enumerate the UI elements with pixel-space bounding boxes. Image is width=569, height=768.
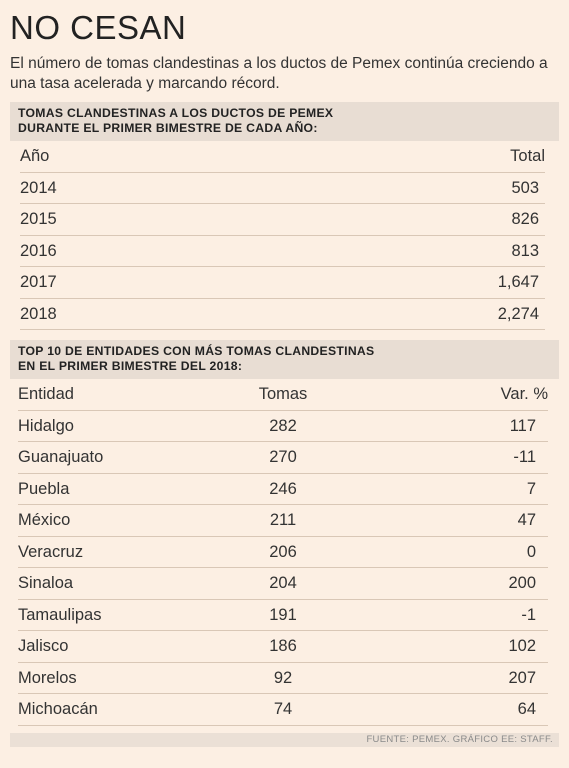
total-cell: 1,647	[497, 273, 539, 291]
table-row: Michoacán 74 64	[18, 694, 548, 726]
table-row: Puebla 246 7	[18, 474, 548, 505]
entity-cell: Jalisco	[18, 637, 69, 655]
entity-cell: Puebla	[18, 479, 70, 498]
table-row: México 211 47	[18, 505, 548, 537]
tomas-cell: 270	[269, 448, 297, 466]
year-cell: 2014	[20, 178, 57, 197]
tomas-cell: 186	[269, 637, 297, 655]
entities-table: Entidad Tomas Var. % Hidalgo 282 117 Guanaj…	[18, 379, 548, 726]
table-row: 2016 813	[20, 236, 545, 267]
tomas-cell: 92	[273, 668, 293, 687]
total-cell: 826	[511, 210, 539, 228]
var-cell: 0	[526, 542, 536, 561]
col-var-header: Var. %	[500, 385, 548, 403]
table2-heading: TOP 10 DE ENTIDADES CON MÁS TOMAS CLANDE…	[10, 340, 559, 379]
tomas-cell: 282	[269, 416, 297, 435]
table-row: Morelos 92 207	[18, 663, 548, 694]
table-row: 2014 503	[20, 173, 545, 204]
table-row: Hidalgo 282 117	[18, 411, 548, 442]
table-row: 2015 826	[20, 204, 545, 236]
var-cell: -11	[513, 448, 536, 466]
year-cell: 2016	[20, 241, 57, 260]
var-cell: 102	[508, 637, 536, 655]
tomas-cell: 211	[269, 511, 297, 529]
table-row: Sinaloa 204 200	[18, 568, 548, 600]
var-cell: 47	[517, 511, 536, 529]
var-cell: 117	[509, 416, 536, 435]
var-cell: 200	[508, 574, 536, 592]
table-row: 2018 2,274	[20, 299, 545, 330]
entity-cell: México	[18, 511, 71, 529]
table-row: Veracruz 206 0	[18, 537, 548, 568]
var-cell: 64	[517, 700, 536, 718]
tomas-cell: 206	[269, 542, 297, 561]
entity-cell: Veracruz	[18, 542, 84, 561]
table2-heading-line1: TOP 10 DE ENTIDADES CON MÁS TOMAS CLANDE…	[18, 344, 375, 358]
var-cell: 7	[526, 479, 536, 498]
year-cell: 2018	[20, 304, 57, 323]
source-credit: FUENTE: PEMEX. GRÁFICO EE: STAFF.	[366, 734, 553, 745]
tomas-cell: 191	[269, 605, 297, 624]
year-cell: 2015	[20, 210, 57, 228]
total-cell: 813	[511, 241, 539, 260]
entity-cell: Tamaulipas	[18, 605, 102, 624]
table2-heading-line2: EN EL PRIMER BIMESTRE DEL 2018:	[18, 359, 243, 373]
page-title: NO CESAN	[10, 9, 187, 46]
tomas-cell: 246	[269, 479, 297, 498]
entity-cell: Hidalgo	[18, 416, 74, 435]
total-cell: 2,274	[497, 304, 539, 323]
col-total-header: Total	[510, 147, 545, 165]
table-row: Tamaulipas 191 -1	[18, 600, 548, 631]
year-cell: 2017	[20, 273, 57, 291]
page-subtitle: El número de tomas clandestinas a los du…	[10, 55, 548, 92]
entity-cell: Morelos	[18, 668, 77, 687]
var-cell: 207	[508, 668, 536, 687]
table1-heading: TOMAS CLANDESTINAS A LOS DUCTOS DE PEMEX…	[10, 102, 559, 141]
table1-heading-line2: DURANTE EL PRIMER BIMESTRE DE CADA AÑO:	[18, 121, 318, 135]
yearly-table: Año Total 2014 503 2015 826 2016 813 2017 1,647…	[20, 141, 545, 330]
table-row: Guanajuato 270 -11	[18, 442, 548, 474]
tomas-cell: 204	[269, 574, 297, 592]
total-cell: 503	[511, 178, 539, 197]
entity-cell: Michoacán	[18, 700, 98, 718]
entities-table-header: Entidad Tomas Var. %	[18, 379, 548, 411]
entity-cell: Guanajuato	[18, 448, 104, 466]
col-entity-header: Entidad	[18, 385, 74, 403]
infographic: NO CESAN El número de tomas clandestinas…	[10, 0, 559, 726]
tomas-cell: 74	[273, 700, 293, 718]
col-tomas-header: Tomas	[258, 385, 308, 403]
table-row: 2017 1,647	[20, 267, 545, 299]
yearly-table-header: Año Total	[20, 141, 545, 173]
source-footer: FUENTE: PEMEX. GRÁFICO EE: STAFF.	[10, 733, 559, 747]
entity-cell: Sinaloa	[18, 574, 74, 592]
var-cell: -1	[521, 605, 536, 624]
table1-heading-line1: TOMAS CLANDESTINAS A LOS DUCTOS DE PEMEX	[18, 106, 334, 120]
col-year-header: Año	[20, 147, 50, 165]
table-row: Jalisco 186 102	[18, 631, 548, 663]
